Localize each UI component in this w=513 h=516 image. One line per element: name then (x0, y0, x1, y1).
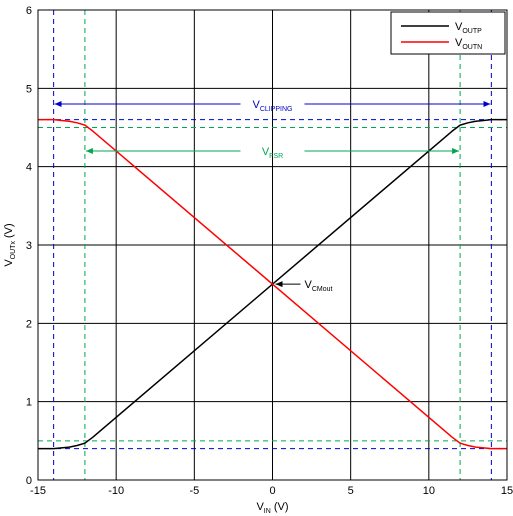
x-tick-label: 15 (501, 485, 513, 497)
plot-frame (37, 9, 508, 481)
legend-label-outn: VOUTN (455, 37, 482, 51)
y-tick-label: 4 (26, 162, 32, 174)
x-tick-label: -15 (30, 485, 46, 497)
y-tick-label: 0 (26, 475, 32, 487)
x-tick-label: -5 (189, 485, 199, 497)
y-tick-label: 1 (26, 397, 32, 409)
grid (37, 9, 508, 481)
reference-lines (38, 10, 507, 480)
series-line-outn (38, 118, 507, 450)
x-tick-label: -10 (108, 485, 124, 497)
x-tick-label: 10 (423, 485, 435, 497)
legend: VOUTP VOUTN (390, 11, 506, 55)
y-tick-label: 5 (26, 83, 32, 95)
legend-box (390, 11, 506, 55)
cmout-label: VCMout (305, 279, 333, 293)
x-axis-label: VIN (V) (256, 501, 288, 515)
y-tick-label: 2 (26, 318, 32, 330)
clipping-label: VCLIPPING (252, 99, 292, 113)
y-axis-label: VOUTx (V) (3, 223, 17, 266)
y-tick-label: 6 (26, 5, 32, 17)
x-tick-label: 5 (348, 485, 354, 497)
series-lines (38, 118, 507, 450)
tick-labels: -15 -10 -5 0 5 10 15 0 1 2 3 4 5 6 (26, 5, 513, 497)
y-tick-label: 3 (26, 240, 32, 252)
legend-label-outp: VOUTP (455, 21, 482, 35)
fsr-label: VFSR (262, 146, 283, 160)
x-tick-label: 0 (269, 485, 275, 497)
annotations: VCLIPPING VFSR VCMout (54, 99, 491, 293)
